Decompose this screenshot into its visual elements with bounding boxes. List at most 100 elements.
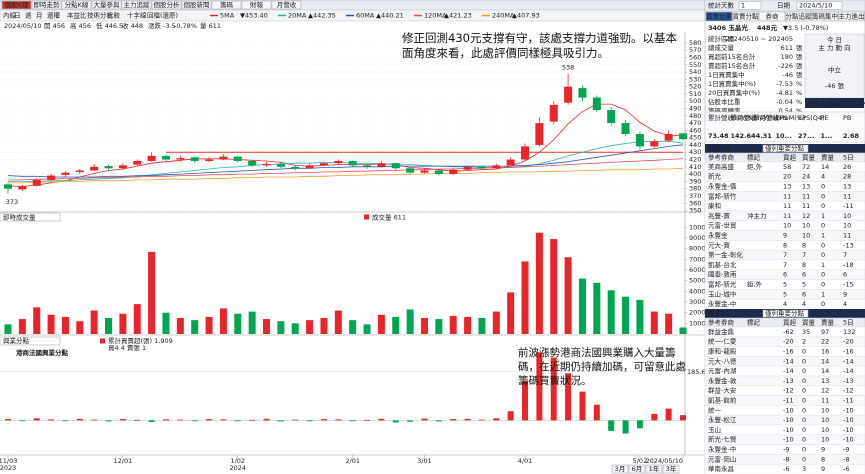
y-tick-label: 370 bbox=[689, 192, 701, 200]
stat-unit: % bbox=[796, 80, 802, 88]
volume-bar bbox=[665, 313, 673, 334]
toolbar-button[interactable]: 日 bbox=[14, 12, 21, 20]
stock-name: 3406 玉晶光 bbox=[708, 23, 748, 32]
table-cell: -15 bbox=[843, 281, 854, 289]
toolbar-button[interactable]: 比較 bbox=[107, 11, 121, 20]
table-cell: 20 bbox=[783, 173, 791, 181]
volume-bar bbox=[392, 316, 400, 334]
volume-bar bbox=[18, 319, 26, 334]
tab[interactable]: 主力追蹤 bbox=[124, 0, 151, 9]
range-button[interactable]: 3月 bbox=[615, 465, 626, 473]
table-cell: 康和 bbox=[708, 201, 721, 210]
toolbar-button[interactable]: 還權 bbox=[47, 11, 61, 20]
table-cell: 元富-世貿 bbox=[708, 221, 737, 230]
table-cell: 4 bbox=[783, 300, 787, 308]
x-tick-label: 4/01 bbox=[518, 457, 533, 465]
volume-bar bbox=[679, 327, 687, 334]
today-value: -46 張 bbox=[825, 82, 845, 90]
table-cell: 8 bbox=[783, 241, 787, 249]
tab[interactable]: 分點K線 bbox=[65, 0, 89, 9]
table-title: 買方15 bbox=[708, 144, 731, 153]
range-button[interactable]: 1年 bbox=[649, 464, 660, 473]
panel bbox=[211, 0, 242, 10]
tab[interactable]: 月營收 bbox=[277, 0, 297, 9]
column-header: 買超 bbox=[783, 153, 797, 162]
toolbar-button[interactable]: 內線 bbox=[3, 11, 17, 20]
branch-bar bbox=[335, 419, 342, 421]
x-tick-label: 2/01 bbox=[345, 457, 360, 465]
volume-bar bbox=[47, 314, 55, 334]
branch-bar bbox=[191, 420, 198, 422]
range-button[interactable]: 3年 bbox=[666, 464, 677, 473]
legend-name: 240MA bbox=[492, 12, 515, 20]
table-cell: 群益金鼎 bbox=[708, 327, 734, 336]
tab[interactable]: 買賣比重 bbox=[706, 12, 733, 21]
table-cell: -10 bbox=[783, 406, 794, 414]
candle-body bbox=[219, 156, 228, 160]
panel bbox=[241, 0, 272, 10]
tab[interactable]: 分點追蹤 bbox=[786, 12, 813, 21]
volume-bar bbox=[133, 304, 141, 334]
branch-bar bbox=[206, 419, 213, 421]
table-cell: 35 bbox=[802, 328, 810, 336]
table-cell: 10 bbox=[821, 406, 829, 414]
toolbar-button[interactable]: 本益比 bbox=[67, 11, 87, 20]
tab[interactable]: 個股K線 bbox=[5, 0, 29, 9]
table-cell: 0 bbox=[802, 387, 806, 395]
table-cell: 13 bbox=[783, 183, 791, 191]
tab[interactable]: 籌碼 bbox=[220, 0, 234, 9]
y-tick-label: 1000 bbox=[689, 319, 706, 327]
branch-bar bbox=[263, 418, 270, 421]
candle-body bbox=[391, 163, 400, 169]
column-header: 標記 bbox=[747, 318, 761, 327]
tab[interactable]: 大量參與 bbox=[94, 0, 121, 9]
tab[interactable]: 財報 bbox=[250, 0, 264, 9]
table-cell: 8 bbox=[821, 455, 825, 463]
x-year-label: 2024 bbox=[230, 464, 247, 472]
table-cell: 統一-仁愛 bbox=[708, 337, 737, 346]
table-cell: 第一金-彰化 bbox=[708, 250, 743, 259]
tab[interactable]: 主力進出 bbox=[839, 12, 865, 21]
volume-bar bbox=[464, 316, 472, 334]
toolbar-button[interactable]: 週 bbox=[25, 11, 32, 20]
tab[interactable]: 籌碼集中 bbox=[812, 12, 838, 21]
candle-body bbox=[147, 155, 156, 161]
panel bbox=[662, 464, 680, 474]
range-button[interactable]: 6月 bbox=[632, 465, 643, 473]
stat-label: 20日買賣集中(%) bbox=[708, 88, 760, 97]
candle-body bbox=[248, 160, 257, 166]
today: 主 力 動 向 bbox=[818, 43, 850, 52]
tab[interactable]: 買賣分點 bbox=[733, 12, 760, 21]
legend-name: 60MA bbox=[356, 12, 375, 20]
selector[interactable]: 即時成交量 bbox=[3, 213, 36, 222]
toolbar-button[interactable]: 月 bbox=[36, 12, 43, 20]
tab[interactable]: 個股新聞 bbox=[184, 0, 210, 9]
tab[interactable]: 券商 bbox=[766, 12, 780, 21]
toolbar-button[interactable]: 十字線 bbox=[127, 11, 147, 20]
volume-bar bbox=[535, 232, 543, 334]
branch-bar bbox=[392, 420, 399, 423]
branch-bar bbox=[234, 420, 241, 422]
selector[interactable]: 興業分點 bbox=[3, 336, 30, 345]
tab[interactable]: 個股分析 bbox=[154, 0, 181, 9]
table-cell: 10 bbox=[802, 232, 810, 240]
panel bbox=[91, 0, 122, 10]
table-cell: 10 bbox=[821, 436, 829, 444]
table-cell: -20 bbox=[843, 338, 854, 346]
panel bbox=[271, 0, 302, 10]
legend-value: ▼453.40 bbox=[240, 12, 268, 20]
y-tick-label: 10000 bbox=[689, 223, 710, 231]
filter: 僅列重要分點 bbox=[765, 309, 805, 318]
panel bbox=[704, 463, 865, 474]
panel bbox=[151, 0, 182, 10]
branch-bar bbox=[364, 419, 371, 421]
table-cell: 11 bbox=[783, 212, 791, 220]
candle-body bbox=[434, 170, 443, 175]
table-cell: -9 bbox=[843, 446, 849, 454]
tab[interactable]: 即時走勢 bbox=[34, 0, 61, 9]
branch-bar bbox=[593, 404, 600, 421]
toolbar-button[interactable]: 技術分析 bbox=[87, 11, 114, 20]
toolbar-button[interactable]: 回檔(還原) bbox=[147, 11, 178, 20]
